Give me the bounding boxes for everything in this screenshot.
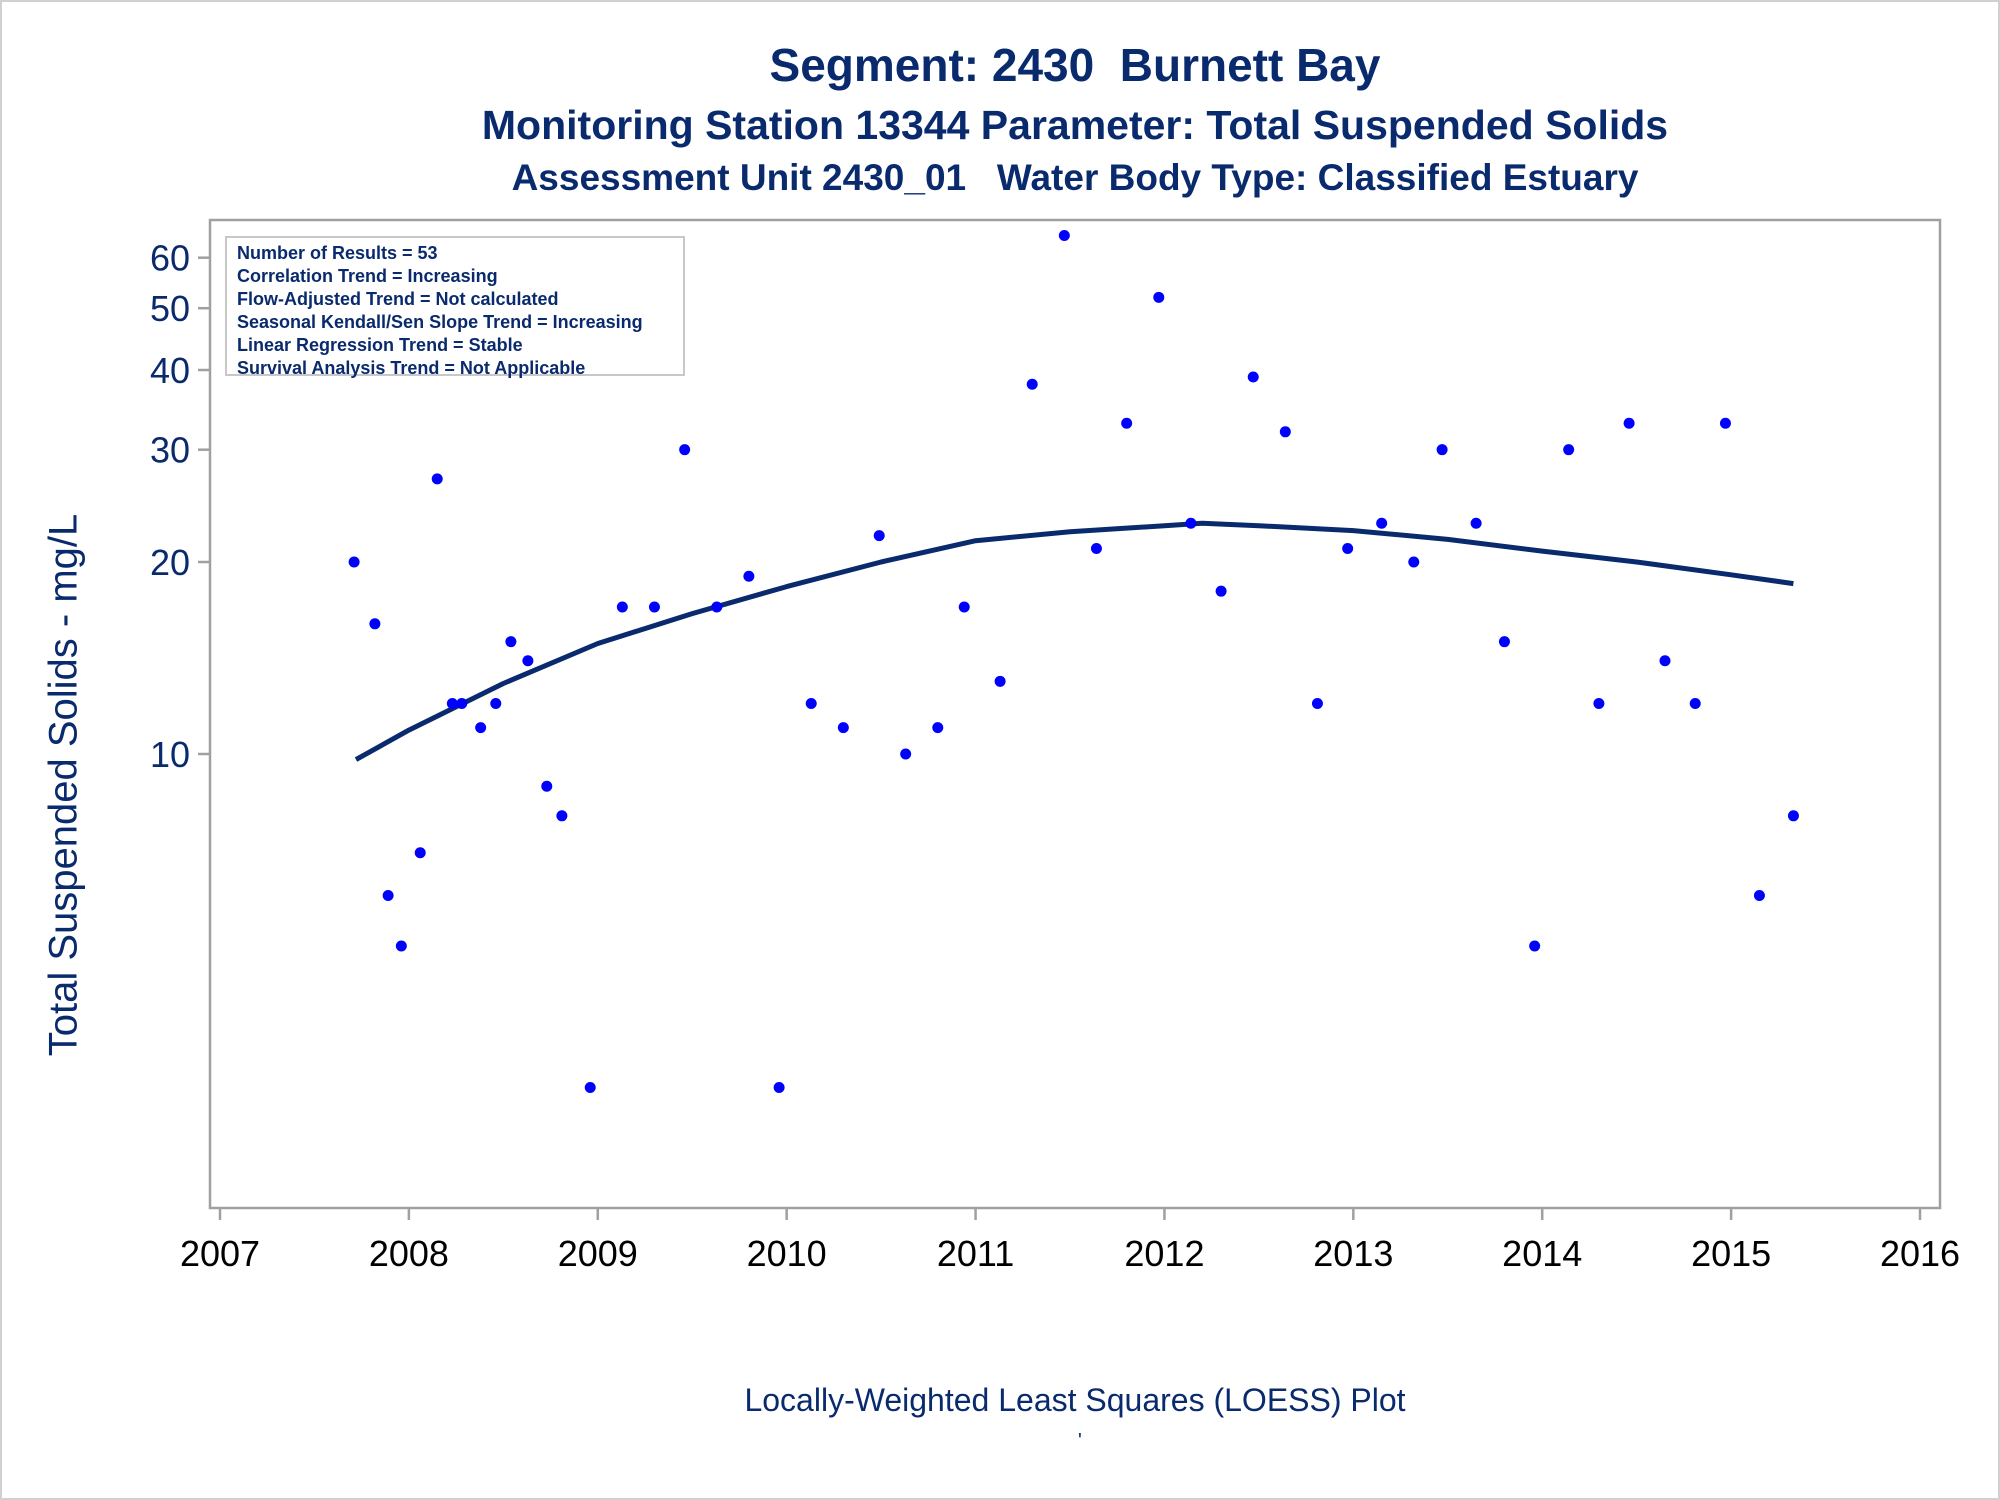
data-point — [1529, 940, 1541, 952]
loess-layer — [354, 520, 1794, 762]
data-point — [1563, 444, 1575, 456]
data-point — [837, 722, 849, 734]
data-point — [456, 697, 468, 709]
x-axis: 2007 2008 2009 2010 2011 2012 2013 2014 2015 2016 — [180, 1208, 1960, 1274]
data-point — [1121, 417, 1133, 429]
legend-line: Survival Analysis Trend = Not Applicable — [237, 358, 586, 378]
data-point — [446, 697, 458, 709]
stats-legend: Number of Results = 53 Correlation Trend… — [225, 236, 685, 378]
x-tick-label: 2014 — [1502, 1233, 1582, 1274]
data-point — [1026, 378, 1038, 390]
data-point — [369, 618, 381, 630]
chart-title: Segment: 2430 Burnett Bay — [769, 39, 1381, 91]
data-point — [1342, 542, 1354, 554]
data-point — [616, 601, 628, 613]
data-point — [1787, 810, 1799, 822]
data-point — [711, 601, 723, 613]
x-tick-label: 2009 — [558, 1233, 638, 1274]
data-point — [490, 697, 502, 709]
x-tick-label: 2016 — [1880, 1233, 1960, 1274]
data-point — [1659, 655, 1671, 667]
chart-subtitle-station: Monitoring Station 13344 Parameter: Tota… — [481, 102, 1669, 148]
data-point — [541, 780, 553, 792]
x-tick-label: 2007 — [180, 1233, 260, 1274]
data-point — [505, 636, 517, 648]
data-point — [382, 889, 394, 901]
data-point — [1090, 542, 1102, 554]
plot-border — [208, 218, 1942, 1210]
data-point — [1247, 371, 1259, 383]
data-point — [958, 601, 970, 613]
x-tick-label: 2013 — [1313, 1233, 1393, 1274]
data-point — [743, 570, 755, 582]
y-tick-label: 60 — [150, 238, 190, 279]
data-point — [1279, 426, 1291, 438]
data-point — [1470, 517, 1482, 529]
data-point — [1623, 417, 1635, 429]
data-point — [1689, 697, 1701, 709]
data-point — [1436, 444, 1448, 456]
footnote-mark: ' — [1078, 1430, 1082, 1452]
plot-footnote: Locally-Weighted Least Squares (LOESS) P… — [744, 1382, 1406, 1418]
x-tick-label: 2012 — [1124, 1233, 1204, 1274]
data-point — [1498, 636, 1510, 648]
legend-line: Flow-Adjusted Trend = Not calculated — [237, 289, 559, 309]
y-tick-label: 20 — [150, 542, 190, 583]
data-point — [395, 940, 407, 952]
legend-line: Seasonal Kendall/Sen Slope Trend = Incre… — [237, 312, 643, 332]
data-point — [1719, 417, 1731, 429]
data-point — [679, 444, 691, 456]
data-point — [932, 722, 944, 734]
data-point — [1153, 291, 1165, 303]
loess-line — [354, 520, 1794, 762]
data-point — [556, 810, 568, 822]
data-point — [900, 748, 912, 760]
x-tick-label: 2015 — [1691, 1233, 1771, 1274]
y-tick-label: 10 — [150, 734, 190, 775]
data-point — [1185, 517, 1197, 529]
data-point — [431, 473, 443, 485]
data-point — [522, 655, 534, 667]
data-point — [1215, 585, 1227, 597]
y-axis: 10 20 30 40 50 60 — [150, 238, 210, 775]
data-point — [773, 1081, 785, 1093]
legend-line: Number of Results = 53 — [237, 243, 438, 263]
data-point — [805, 697, 817, 709]
data-point — [1593, 697, 1605, 709]
x-tick-label: 2011 — [937, 1233, 1014, 1274]
y-tick-label: 40 — [150, 350, 190, 391]
data-point — [1376, 517, 1388, 529]
chart-subtitle-assessment: Assessment Unit 2430_01 Water Body Type:… — [511, 157, 1639, 198]
x-tick-label: 2008 — [369, 1233, 449, 1274]
data-point — [1311, 697, 1323, 709]
y-axis-label: Total Suspended Solids - mg/L — [41, 513, 86, 1057]
points-layer — [348, 230, 1799, 1093]
data-point — [1408, 556, 1420, 568]
data-point — [873, 530, 885, 542]
y-tick-label: 30 — [150, 430, 190, 471]
data-point — [414, 847, 426, 859]
data-point — [1058, 230, 1070, 242]
data-point — [348, 556, 360, 568]
data-point — [648, 601, 660, 613]
legend-line: Linear Regression Trend = Stable — [237, 335, 523, 355]
data-point — [1753, 889, 1765, 901]
y-tick-label: 50 — [150, 288, 190, 329]
x-tick-label: 2010 — [747, 1233, 827, 1274]
legend-line: Correlation Trend = Increasing — [237, 266, 498, 286]
data-point — [475, 722, 487, 734]
data-point — [584, 1081, 596, 1093]
data-point — [994, 675, 1006, 687]
